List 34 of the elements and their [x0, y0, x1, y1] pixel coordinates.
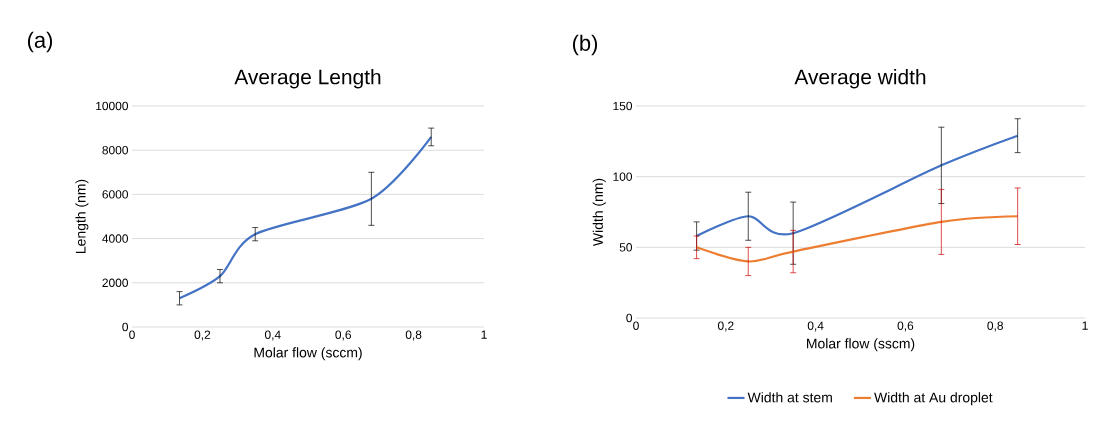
x-tick-label: 0,4	[264, 330, 281, 341]
x-tick-label: 0,8	[987, 321, 1003, 332]
y-tick-label: 150	[613, 101, 633, 111]
x-tick-label: 0,2	[194, 330, 211, 341]
y-tick-label: 10000	[96, 101, 129, 111]
text: (b)	[572, 34, 598, 56]
x-axis-title: Molar flow (sccm)	[254, 347, 362, 361]
x-axis-title: Molar flow (sscm)	[807, 338, 915, 352]
x-tick-label: 0,6	[335, 330, 351, 341]
legend-label: Width at Au droplet	[874, 392, 993, 406]
line-series	[695, 134, 1019, 238]
x-tick-label: 0,2	[717, 321, 734, 332]
line-series	[178, 135, 433, 300]
x-tick-label: 0,8	[405, 330, 422, 341]
x-tick-label: 1	[1082, 321, 1088, 330]
y-tick-label: 8000	[102, 145, 129, 155]
chart-title: Average Length	[234, 69, 381, 89]
y-tick-label: 0	[626, 313, 633, 323]
legend-label: Width at stem	[747, 392, 832, 403]
y-tick-label: 4000	[102, 234, 129, 243]
x-tick-label: 0,6	[897, 321, 914, 332]
x-tick-label: 0	[129, 330, 135, 339]
y-tick-label: 100	[613, 172, 633, 181]
x-tick-label: 0,4	[807, 321, 824, 332]
chart-title: Average width	[794, 69, 926, 89]
x-tick-label: 0	[633, 321, 639, 330]
y-tick-label: 2000	[102, 278, 129, 288]
text: (a)	[27, 31, 53, 53]
y-tick-label: 6000	[102, 190, 129, 199]
y-axis-title: Width (nm)	[592, 178, 606, 247]
y-tick-label: 50	[619, 243, 633, 252]
line-series	[695, 215, 1019, 263]
x-tick-label: 1	[481, 330, 487, 339]
y-axis-title: Length (nm)	[75, 179, 89, 253]
